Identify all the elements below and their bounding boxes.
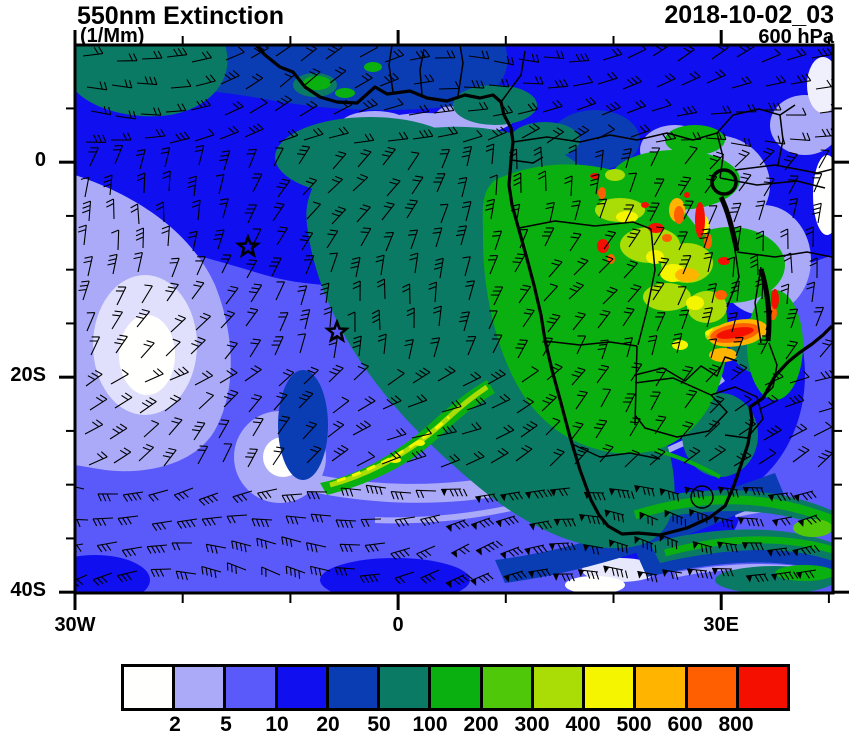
y-tick-label-0: 0 [34,149,46,172]
x-tick-label-30W: 30W [54,614,96,636]
pressure-level: 600 hPa [758,26,834,48]
x-tick-label-0: 0 [392,614,404,636]
colorbar-label-200: 200 [463,713,499,736]
colorbar-cell-4 [328,667,381,708]
colorbar-label-10: 10 [265,713,289,736]
colorbar-cell-2 [226,667,278,708]
colorbar-label-100: 100 [412,713,448,736]
colorbar-cell-12 [738,667,788,708]
colorbar-cell-0 [124,667,176,708]
x-tick-label-30E: 30E [703,614,739,636]
colorbar-cell-1 [175,667,227,708]
valid-datetime: 2018-10-02_03 [664,1,834,29]
colorbar-cell-6 [431,667,483,708]
colorbar-cell-7 [482,667,534,708]
colorbar-cell-5 [380,667,432,708]
colorbar-label-500: 500 [616,713,652,736]
colorbar-cell-9 [585,667,637,708]
plot-units: (1/Mm) [80,25,145,47]
colorbar-cell-8 [533,667,586,708]
y-tick-label-20S: 20S [10,364,46,387]
colorbar-cell-3 [277,667,329,708]
colorbar-label-2: 2 [169,713,181,736]
colorbar-label-400: 400 [565,713,601,736]
colorbar-label-5: 5 [220,713,232,736]
extinction-map [75,45,833,593]
colorbar-label-50: 50 [367,713,391,736]
colorbar-label-800: 800 [718,713,754,736]
colorbar-cell-11 [687,667,739,708]
plot-title: 550nm Extinction [77,2,284,30]
colorbar-label-300: 300 [514,713,550,736]
colorbar-label-600: 600 [667,713,703,736]
colorbar [121,664,790,711]
colorbar-label-20: 20 [316,713,340,736]
y-tick-label-40S: 40S [10,579,46,602]
colorbar-cell-10 [636,667,688,708]
